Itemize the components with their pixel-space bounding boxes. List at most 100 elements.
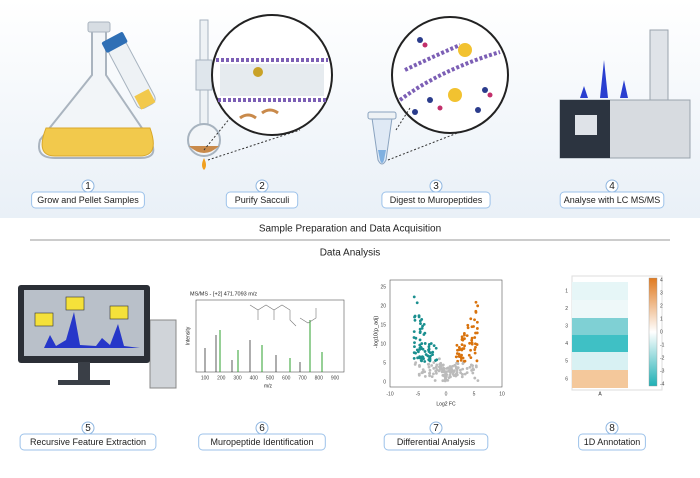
scatter-dot [442, 367, 446, 371]
scatter-dot [421, 355, 425, 359]
colorbar-tick-label: 2 [660, 303, 663, 309]
scatter-dot [429, 354, 432, 358]
scatter-dot [475, 327, 479, 330]
scatter-dot [418, 365, 421, 368]
scatter-dot [443, 374, 446, 378]
flask-illustration [38, 21, 156, 159]
scatter-dot [418, 338, 422, 342]
scatter-dot [413, 318, 417, 322]
scatter-dot [458, 368, 462, 372]
y-tick-label: 0 [383, 379, 386, 385]
step-number: 4 [609, 181, 615, 192]
scatter-dot [418, 347, 422, 351]
scatter-dot [420, 342, 424, 345]
scatter-dot [451, 372, 455, 376]
step-label: Recursive Feature Extraction [30, 437, 146, 447]
scatter-dot [455, 373, 459, 377]
scatter-dot [472, 325, 475, 328]
colorbar-tick-label: 0 [660, 329, 663, 335]
scatter-dot [460, 335, 464, 339]
step-number: 5 [85, 423, 91, 434]
scatter-dot [423, 360, 427, 363]
scatter-dot [431, 350, 435, 354]
scatter-dot [428, 351, 432, 355]
step-label: Differential Analysis [397, 437, 476, 447]
step-label-box [383, 433, 489, 451]
scatter-dot [465, 371, 469, 375]
y-tick-label: 5 [383, 360, 386, 366]
scatter-dot [456, 366, 460, 370]
scatter-dot [413, 341, 416, 345]
row-label: 3 [565, 324, 568, 330]
scatter-dot [452, 370, 456, 374]
scatter-dot [460, 375, 464, 379]
x-tick-label: 200 [217, 375, 226, 381]
purification-illustration [187, 14, 333, 170]
scatter-dot [474, 300, 478, 304]
scatter-dot [454, 355, 458, 359]
y-axis-label: Intensity [185, 326, 191, 345]
section-title: Sample Preparation and Data Acquisition [259, 224, 441, 235]
scatter-dot [420, 371, 424, 375]
scatter-dot [413, 345, 416, 348]
scatter-dot [457, 345, 461, 349]
scatter-dot [465, 334, 469, 338]
digest-illustration [367, 16, 509, 165]
row-label: 5 [565, 359, 568, 365]
scatter-dot [468, 365, 472, 369]
scatter-dot [455, 370, 459, 374]
scatter-dot [456, 348, 459, 352]
x-tick-label: 300 [233, 375, 242, 381]
scatter-dot [428, 371, 431, 375]
scatter-dot [435, 358, 439, 362]
scatter-dot [470, 338, 474, 342]
step-number: 3 [433, 181, 439, 192]
scatter-dot [430, 364, 434, 367]
scatter-dot [471, 364, 475, 368]
spectrum-title: MS/MS - [+2] 471.7093 m/z [190, 291, 257, 297]
scatter-dot [469, 348, 472, 352]
step-label: Analyse with LC MS/MS [564, 195, 661, 205]
scatter-dot [469, 356, 473, 360]
y-tick-label: 20 [380, 303, 386, 309]
scatter-dot [461, 347, 464, 351]
scatter-dot [438, 362, 442, 366]
scatter-dot [412, 336, 416, 339]
scatter-dot [423, 331, 427, 335]
scatter-dot [442, 370, 446, 373]
scatter-dot [427, 345, 431, 349]
scatter-dot [470, 342, 474, 346]
step-label-box [578, 433, 646, 451]
scatter-dot [465, 367, 469, 370]
scatter-dot [427, 348, 430, 352]
step-label: Muropeptide Identification [210, 437, 313, 447]
scatter-dot [437, 365, 441, 369]
scatter-dot [421, 324, 424, 328]
scatter-dot [469, 317, 473, 321]
scatter-dot [421, 347, 425, 351]
scatter-dot [427, 365, 431, 369]
scatter-dot [412, 295, 416, 299]
scatter-dot [461, 338, 465, 342]
scatter-dot [428, 359, 432, 363]
row-label: 6 [565, 376, 568, 382]
scatter-dot [473, 351, 477, 355]
colorbar-tick-label: 4 [660, 277, 663, 283]
scatter-dot [438, 369, 441, 372]
colorbar-tick-label: -1 [660, 342, 665, 348]
scatter-dot [428, 368, 432, 372]
x-tick-label: -10 [386, 391, 393, 397]
scatter-dot [463, 372, 467, 376]
step-label-box [198, 433, 326, 451]
colorbar-tick-label: 1 [660, 316, 663, 322]
step-label-box [19, 433, 157, 451]
x-tick-label: 5 [473, 391, 476, 397]
scatter-dot [476, 304, 480, 308]
y-axis-label: -log10(p_adj) [373, 316, 379, 349]
row-label: 4 [565, 341, 568, 347]
scatter-dot [432, 366, 436, 370]
column-label: A [598, 391, 602, 397]
scatter-dot [432, 372, 435, 376]
scatter-dot [430, 375, 434, 378]
